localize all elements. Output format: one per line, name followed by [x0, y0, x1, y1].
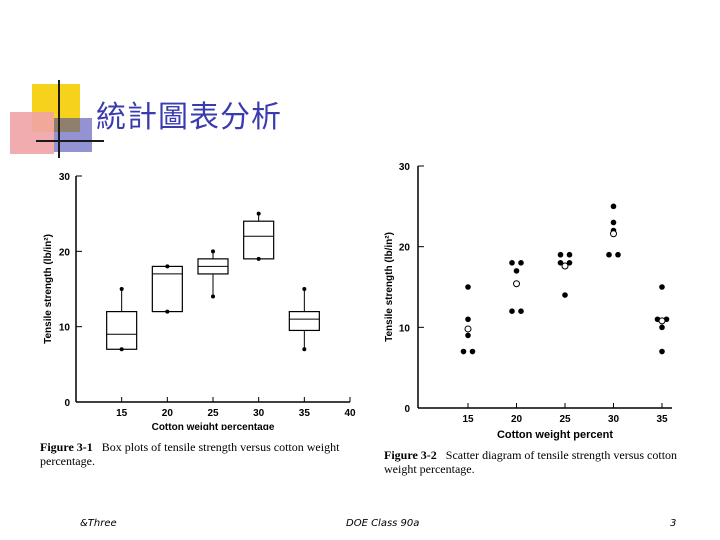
- y-tick-label: 30: [59, 172, 71, 183]
- figure-3-2-caption: Figure 3-2 Scatter diagram of tensile st…: [384, 448, 684, 476]
- scatter-point: [562, 292, 568, 298]
- figure-3-2-text: Scatter diagram of tensile strength vers…: [384, 448, 678, 476]
- figure-3-2-label: Figure 3-2: [384, 448, 437, 462]
- scatter-point: [659, 348, 665, 355]
- box-min-point: [119, 347, 124, 352]
- x-tick-label: 20: [162, 408, 174, 419]
- scatter-mean-point: [464, 325, 472, 333]
- scatter-point: [615, 251, 621, 258]
- x-tick-label: 20: [511, 414, 523, 425]
- scatter-mean-point: [658, 317, 666, 325]
- scatter-point: [465, 316, 471, 323]
- box-max-point: [256, 211, 261, 216]
- footer-right: 3: [670, 518, 677, 529]
- scatter-mean-point: [561, 262, 569, 270]
- scatter-point: [469, 348, 476, 355]
- box-iqr: [288, 311, 320, 332]
- y-tick-label: 30: [399, 162, 411, 173]
- figure-3-1-caption: Figure 3-1 Box plots of tensile strength…: [40, 440, 362, 468]
- scatter-chart: 0 10 20 30 15 20 25 30 35 Cotton weight percent Te…: [384, 162, 672, 441]
- scatter-point: [460, 348, 467, 355]
- scatter-point: [610, 219, 617, 226]
- scatter-point: [659, 284, 665, 290]
- scatter-point: [557, 251, 564, 258]
- figure-3-1-text: Box plots of tensile strength versus cot…: [40, 440, 340, 468]
- box-iqr: [106, 311, 138, 350]
- x-tick-label: 40: [344, 408, 356, 419]
- y-tick-label: 20: [59, 247, 71, 258]
- scatter-point: [518, 308, 524, 314]
- x-tick-label: 15: [462, 414, 474, 425]
- y-tick-label: 20: [399, 243, 411, 254]
- x-axis-label: Cotton weight percentage: [152, 422, 275, 430]
- scatter-mean-point: [513, 280, 520, 288]
- scatter-point: [566, 251, 573, 258]
- scatter-point: [465, 332, 471, 339]
- scatter-point: [566, 260, 573, 266]
- footer-left: &Three: [80, 518, 117, 529]
- deco-horizontal-line: [36, 140, 104, 142]
- box-min-point: [211, 294, 215, 299]
- box-min-point: [302, 347, 307, 352]
- x-tick-label: 35: [299, 408, 311, 419]
- box-max-point: [211, 249, 215, 254]
- scatter-mean-point: [610, 230, 617, 238]
- deco-blue-square: [54, 118, 92, 152]
- footer-center: DOE Class 90a: [346, 518, 420, 529]
- box-iqr: [151, 265, 183, 313]
- y-tick-label: 0: [64, 398, 70, 409]
- x-tick-label: 30: [608, 414, 620, 425]
- box-iqr: [243, 220, 275, 260]
- x-tick-label: 25: [559, 414, 571, 425]
- scatter-point: [513, 268, 520, 274]
- deco-red-square: [10, 112, 54, 154]
- x-tick-label: 35: [656, 414, 668, 425]
- scatter-point: [518, 260, 524, 266]
- y-axis-label: Tensile strength (lb/in²): [384, 232, 395, 342]
- slide-title: 統計圖表分析: [96, 100, 282, 135]
- scatter-point: [610, 203, 617, 210]
- box-max-point: [119, 287, 124, 291]
- x-tick-label: 30: [253, 408, 265, 419]
- x-tick-label: 25: [207, 408, 219, 419]
- box-min-point: [165, 309, 170, 314]
- scatter-point: [509, 308, 515, 314]
- y-axis-label: Tensile strength (lb/in²): [43, 234, 54, 344]
- figure-3-1-label: Figure 3-1: [40, 440, 93, 454]
- box-min-point: [256, 256, 261, 261]
- box-max-point: [165, 264, 170, 269]
- scatter-point: [606, 251, 612, 258]
- y-tick-label: 10: [399, 323, 411, 334]
- y-tick-label: 0: [404, 404, 410, 415]
- deco-vertical-line: [58, 80, 60, 158]
- x-axis-label: Cotton weight percent: [497, 429, 613, 441]
- y-tick-label: 10: [59, 323, 71, 334]
- box-max-point: [302, 287, 307, 291]
- boxplot-chart: 0 10 20 30 15 20 25 30 35 40 Cotton weight percent…: [43, 172, 356, 430]
- scatter-point: [465, 284, 471, 290]
- scatter-point: [557, 260, 564, 266]
- scatter-point: [509, 260, 515, 266]
- x-tick-label: 15: [116, 408, 128, 419]
- scatter-point: [659, 324, 665, 331]
